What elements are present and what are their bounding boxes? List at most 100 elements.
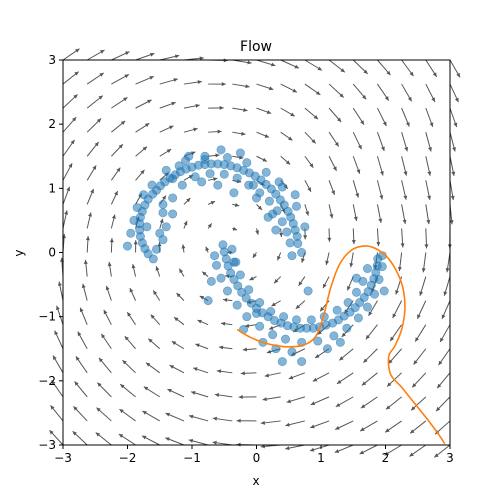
vector-arrow [51, 380, 64, 398]
vector-arrow [86, 188, 95, 205]
vector-arrow [183, 197, 191, 205]
vector-arrow [79, 307, 88, 325]
vector-arrow [336, 372, 354, 385]
vector-arrow [328, 156, 337, 172]
vector-arrow [304, 83, 321, 96]
vector-arrow [384, 444, 402, 456]
scatter-point [158, 199, 168, 209]
vector-arrow [295, 300, 306, 310]
vector-arrow [439, 324, 451, 343]
vector-arrow [377, 83, 390, 101]
vector-arrow [207, 200, 216, 205]
scatter-point [123, 241, 133, 251]
vector-arrow [97, 382, 112, 398]
vector-arrow [86, 165, 97, 181]
vector-arrow [212, 416, 233, 422]
vector-arrow [410, 396, 427, 411]
vector-arrow [135, 122, 150, 133]
scatter-point [212, 260, 222, 270]
scatter-point [374, 274, 384, 284]
scatter-point [291, 315, 301, 325]
vector-arrow [141, 435, 160, 446]
vector-arrow [328, 131, 340, 147]
vector-arrow [86, 212, 92, 229]
vector-arrow [445, 252, 451, 273]
vector-arrow [95, 432, 112, 446]
vector-arrow [193, 367, 209, 374]
scatter-point [203, 296, 213, 306]
vector-arrow [214, 393, 233, 398]
vector-arrow [107, 261, 112, 277]
scatter-point [277, 217, 287, 227]
vector-arrow [244, 323, 257, 328]
x-axis-label: x [252, 474, 259, 488]
vector-arrow [119, 383, 136, 398]
vector-arrow [304, 155, 314, 168]
vector-arrow [135, 99, 152, 109]
vector-arrow [411, 372, 427, 388]
vector-arrow [449, 180, 455, 201]
vector-arrow [181, 244, 186, 253]
vector-arrow [195, 343, 209, 350]
vector-arrow [73, 406, 88, 422]
scatter-point [285, 238, 295, 248]
vector-arrow [183, 103, 200, 109]
vector-arrow [377, 59, 391, 76]
vector-arrow [352, 83, 367, 100]
scatter-point [266, 307, 276, 317]
vector-arrow [288, 372, 306, 380]
x-tick-label: 2 [382, 451, 390, 465]
y-tick-label: 1 [48, 181, 56, 195]
vector-arrow [171, 340, 185, 350]
vector-arrow [280, 131, 293, 141]
vector-arrow [205, 246, 210, 253]
scatter-point [297, 248, 307, 258]
scatter-point [168, 174, 178, 184]
vector-arrow [328, 180, 335, 195]
x-axis: −3 −2 −1 0 1 2 3 [54, 445, 454, 465]
vector-arrow [208, 177, 218, 182]
vector-arrow [150, 314, 161, 326]
y-tick-label: 2 [48, 117, 56, 131]
vector-arrow [363, 348, 378, 364]
vector-arrow [176, 292, 185, 301]
scatter-point [184, 151, 194, 161]
scatter-point [252, 193, 262, 203]
scatter-point [351, 273, 361, 283]
vector-arrow [409, 420, 427, 434]
y-tick-label: −1 [38, 310, 56, 324]
vector-arrow [260, 420, 281, 425]
scatter-point [177, 180, 187, 190]
vector-arrow [401, 83, 413, 102]
vector-arrow [327, 228, 332, 242]
vector-arrow [441, 300, 451, 320]
vector-arrow [264, 372, 281, 378]
scatter-point [282, 227, 292, 237]
vector-arrow [169, 364, 185, 374]
vector-arrow [72, 430, 88, 446]
scatter-point [268, 209, 278, 219]
vector-arrow [335, 396, 354, 408]
vector-arrow [208, 82, 226, 87]
vector-arrow [413, 348, 427, 365]
vector-arrow [376, 107, 387, 127]
vector-arrow [242, 347, 257, 352]
vector-arrow [232, 203, 240, 207]
vector-arrow [384, 420, 402, 433]
vector-arrow [351, 228, 356, 245]
scatter-point [377, 262, 387, 272]
vector-arrow [109, 238, 114, 253]
scatter-point [147, 180, 157, 190]
scatter-point [252, 308, 262, 318]
vector-arrow [119, 408, 136, 422]
vector-arrow [188, 414, 209, 422]
vector-arrow [86, 72, 105, 85]
scatter-point [244, 285, 254, 295]
vector-arrow [152, 290, 161, 301]
vector-arrow [352, 156, 361, 174]
scatter-point [351, 287, 361, 297]
scatter-point [335, 337, 345, 347]
vector-arrow [135, 146, 148, 157]
scatter-series [123, 145, 389, 367]
scatter-point [306, 315, 316, 325]
